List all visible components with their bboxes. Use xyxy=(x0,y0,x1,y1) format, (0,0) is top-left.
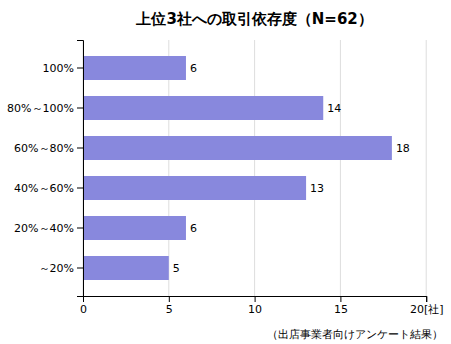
footnote: （出店事業者向けアンケート結果） xyxy=(267,328,443,341)
bar xyxy=(83,56,186,80)
tick: ～20% xyxy=(39,262,83,275)
tick-label: 20[社] xyxy=(410,303,444,316)
grid xyxy=(83,40,426,296)
data-label: 14 xyxy=(327,102,341,115)
tick-mark xyxy=(77,108,83,109)
tick: 5 xyxy=(166,296,173,316)
chart-svg: 6 14 18 13 6 5 0 5 10 15 20[社] 100% 80%～100% 60%～80% 4… xyxy=(0,0,451,344)
tick: 20[社] xyxy=(410,296,444,316)
tick-mark xyxy=(77,268,83,269)
tick-label: 10 xyxy=(248,303,262,316)
data-label: 18 xyxy=(396,142,410,155)
data-label: 13 xyxy=(310,182,324,195)
x-axis: 0 5 10 15 20[社] xyxy=(80,296,444,316)
tick-label: 80%～100% xyxy=(7,102,74,115)
tick: 15 xyxy=(334,296,348,316)
tick: 20%～40% xyxy=(14,222,83,235)
tick: 80%～100% xyxy=(7,102,83,115)
data-label: 6 xyxy=(190,222,197,235)
tick-mark xyxy=(77,188,83,189)
tick-mark xyxy=(255,296,256,302)
bar xyxy=(83,176,306,200)
bar xyxy=(83,96,323,120)
tick-label: 0 xyxy=(80,303,87,316)
tick-label: 15 xyxy=(334,303,348,316)
tick-label: ～20% xyxy=(39,262,74,275)
tick: 0 xyxy=(80,296,87,316)
bar xyxy=(83,216,186,240)
tick-mark xyxy=(426,296,427,302)
tick: 40%～60% xyxy=(14,182,83,195)
bar xyxy=(83,256,169,280)
data-label: 6 xyxy=(190,62,197,75)
grid-line xyxy=(426,40,427,296)
bar xyxy=(83,136,392,160)
tick-label: 100% xyxy=(43,62,74,75)
tick-label: 5 xyxy=(166,303,173,316)
axis-line xyxy=(77,41,84,297)
tick-label: 20%～40% xyxy=(14,222,74,235)
title: 上位3社への取引依存度（N=62） xyxy=(135,10,372,28)
tick-mark xyxy=(77,228,83,229)
grid-line xyxy=(254,40,255,296)
tick-mark xyxy=(169,296,170,302)
tick: 60%～80% xyxy=(14,142,83,155)
chart-container: 6 14 18 13 6 5 0 5 10 15 20[社] 100% 80%～100% 60%～80% 4… xyxy=(0,0,451,344)
bars xyxy=(83,56,392,280)
plot-area: 6 14 18 13 6 5 0 5 10 15 20[社] 100% 80%～100% 60%～80% 4… xyxy=(7,40,443,316)
tick-mark xyxy=(77,148,83,149)
tick-mark xyxy=(340,296,341,302)
tick-mark xyxy=(77,68,83,69)
tick: 10 xyxy=(248,296,262,316)
data-label: 5 xyxy=(173,262,180,275)
tick-label: 60%～80% xyxy=(14,142,74,155)
data-labels: 6 14 18 13 6 5 xyxy=(173,62,410,275)
y-axis: 100% 80%～100% 60%～80% 40%～60% 20%～40% ～20% xyxy=(7,41,83,297)
axis-line xyxy=(84,297,427,303)
tick-label: 40%～60% xyxy=(14,182,74,195)
grid-line xyxy=(340,40,341,296)
tick: 100% xyxy=(43,62,83,75)
